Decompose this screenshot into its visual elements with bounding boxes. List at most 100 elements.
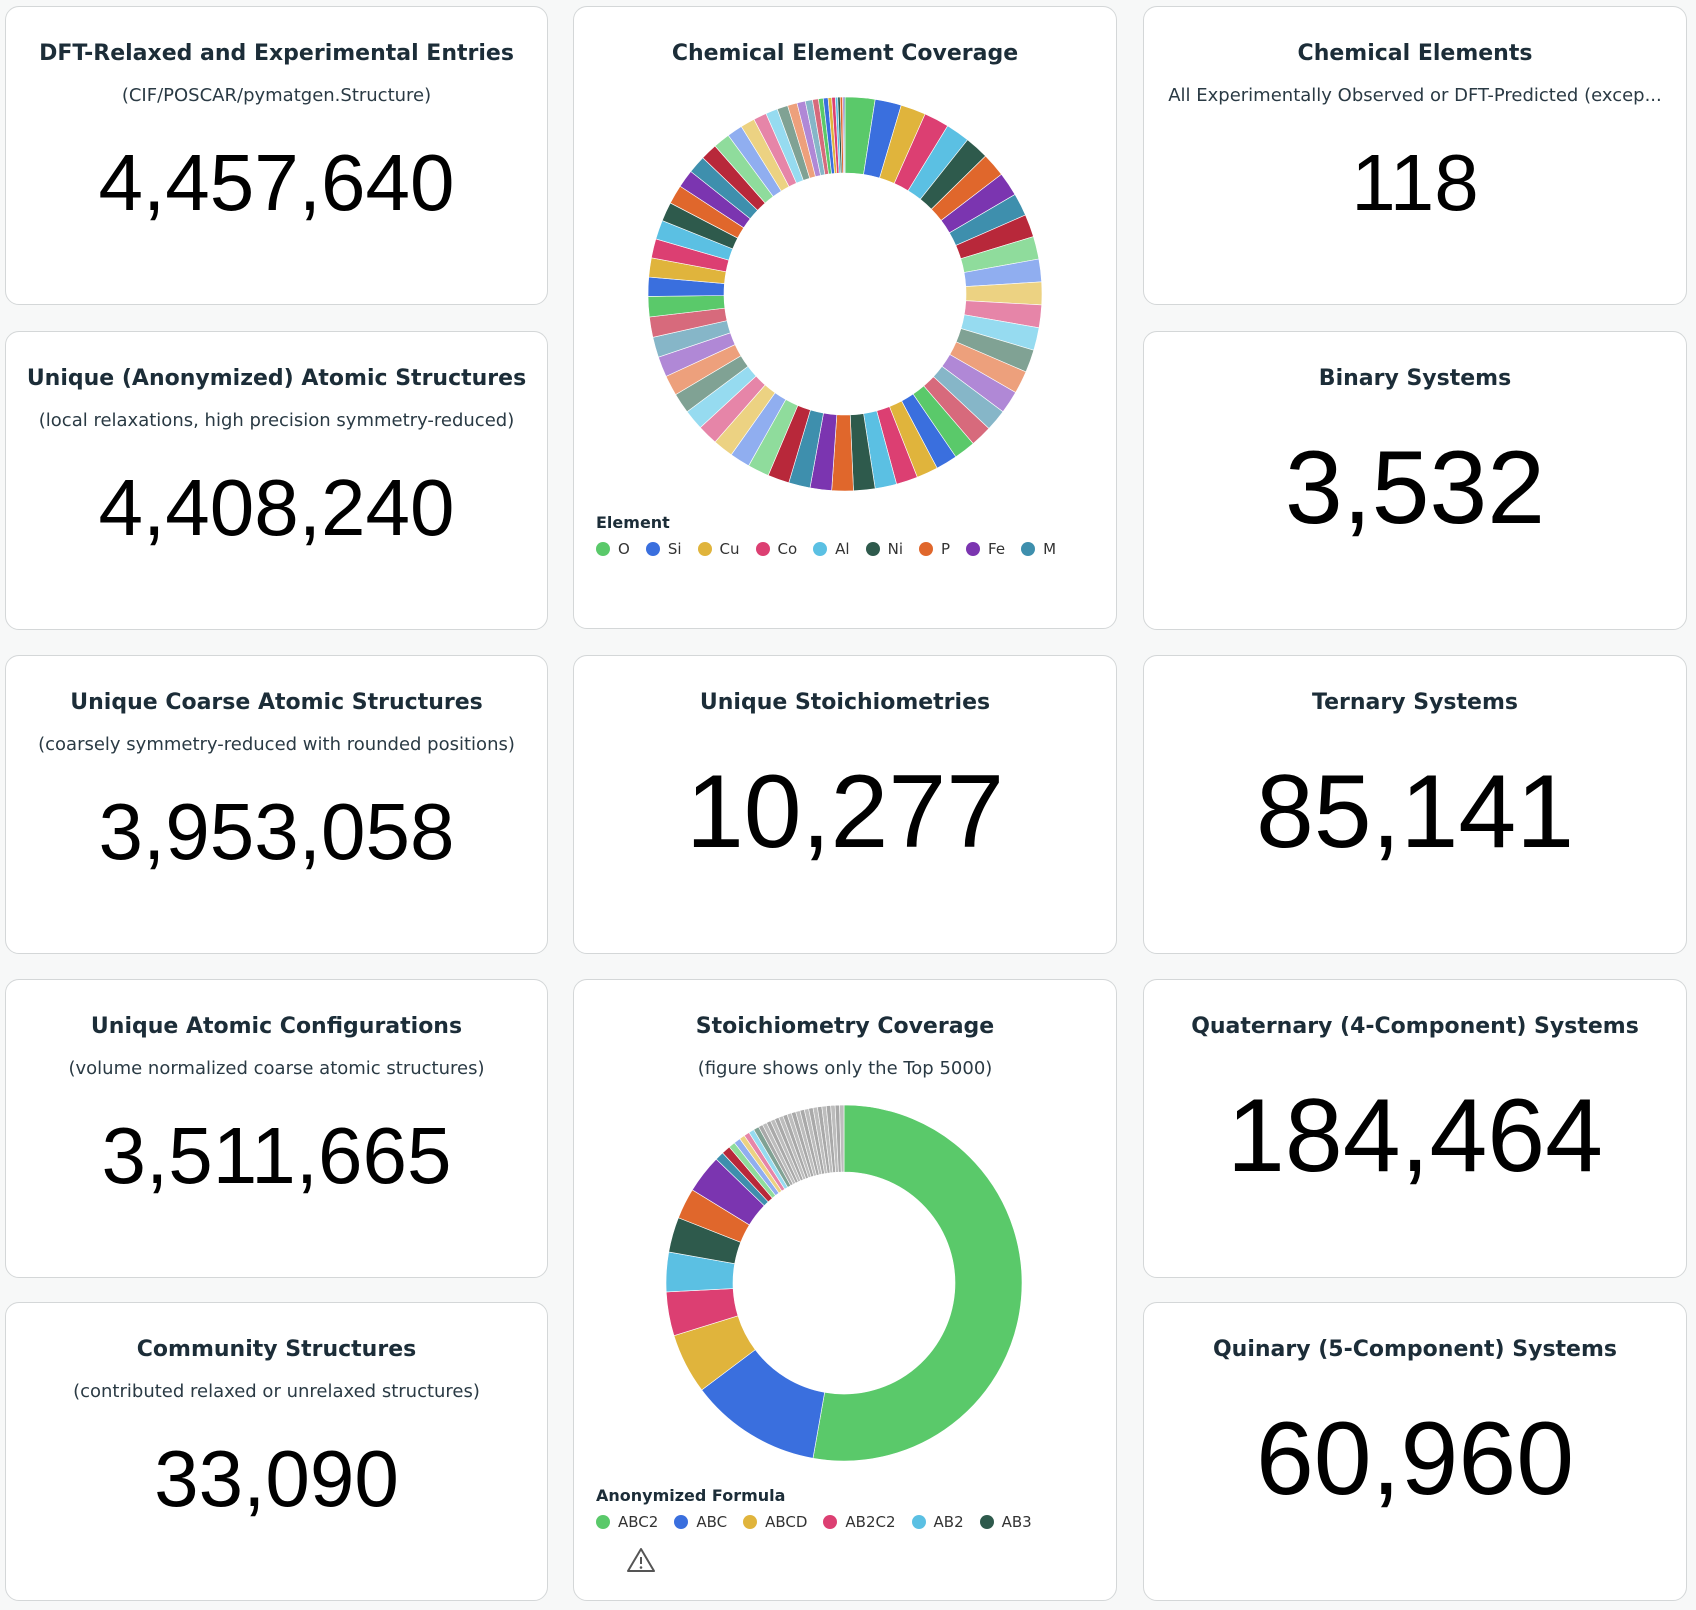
- legend-label: AB2C2: [845, 1513, 896, 1531]
- chart-card: Stoichiometry Coverage (figure shows onl…: [573, 979, 1117, 1601]
- card-title: Unique Coarse Atomic Structures: [70, 690, 483, 715]
- legend-label: M: [1043, 540, 1057, 558]
- card-title: Ternary Systems: [1312, 690, 1518, 715]
- legend-label: ABC: [696, 1513, 728, 1531]
- legend-item[interactable]: AB2: [911, 1513, 964, 1531]
- card-title: Community Structures: [136, 1337, 417, 1362]
- legend-marker: [911, 1515, 926, 1529]
- legend-label: P: [940, 540, 951, 558]
- card-title: Quinary (5-Component) Systems: [1212, 1337, 1617, 1362]
- legend-label: AB3: [1001, 1513, 1032, 1531]
- legend-label: O: [618, 540, 630, 558]
- legend-marker: [596, 542, 610, 556]
- slice[interactable]: [812, 1104, 1023, 1462]
- legend-marker: [596, 1515, 610, 1529]
- legend-marker: [813, 542, 828, 556]
- legend-item[interactable]: O: [596, 540, 630, 558]
- stat-card: Unique Coarse Atomic Structures (coarsely…: [5, 655, 548, 954]
- stat-card: Unique Atomic Configurations (volume norm…: [5, 979, 548, 1278]
- stat-card: Quaternary (4-Component) Systems 184,464: [1143, 979, 1687, 1278]
- legend-marker: [697, 542, 712, 556]
- card-subtitle: (coarsely symmetry-reduced with rounded …: [38, 734, 515, 755]
- legend-item[interactable]: Co: [755, 540, 798, 558]
- warning-icon[interactable]: [626, 1546, 656, 1574]
- legend-item[interactable]: P: [918, 540, 951, 558]
- donut-chart: [647, 96, 1043, 492]
- card-value: 118: [1351, 138, 1479, 227]
- chart-title: Stoichiometry Coverage: [695, 1014, 995, 1039]
- stat-card: DFT-Relaxed and Experimental Entries (CIF…: [5, 6, 548, 305]
- legend-item[interactable]: ABCD: [743, 1513, 807, 1531]
- card-value: 33,090: [154, 1434, 399, 1523]
- chart-subtitle: (figure shows only the Top 5000): [697, 1058, 993, 1079]
- card-subtitle: (volume normalized coarse atomic structu…: [68, 1058, 485, 1079]
- card-title: Binary Systems: [1318, 366, 1512, 391]
- card-title: Unique Stoichiometries: [699, 690, 991, 715]
- legend-marker: [755, 542, 770, 556]
- legend-label: AB2: [933, 1513, 964, 1531]
- legend-marker: [1021, 542, 1036, 556]
- legend-marker: [823, 1515, 838, 1529]
- legend-item[interactable]: Al: [813, 540, 850, 558]
- legend-marker: [645, 542, 660, 556]
- legend: ABC2 ABC ABCD AB2C2 AB2 AB3: [596, 1513, 1102, 1531]
- legend: O Si Cu Co Al Ni P Fe M: [596, 540, 1102, 558]
- card-value: 10,277: [685, 754, 1005, 870]
- legend-item[interactable]: AB3: [979, 1513, 1032, 1531]
- stat-card: Unique Stoichiometries 10,277: [573, 655, 1117, 954]
- chart-card: Chemical Element Coverage Element O Si Cu C…: [573, 6, 1117, 629]
- legend-item[interactable]: Fe: [966, 540, 1005, 558]
- legend-item[interactable]: M: [1021, 540, 1056, 558]
- legend-label: Co: [777, 540, 798, 558]
- card-value: 184,464: [1227, 1078, 1603, 1194]
- card-subtitle: (CIF/POSCAR/pymatgen.Structure): [121, 85, 432, 106]
- slice[interactable]: [839, 1104, 845, 1173]
- card-title: Chemical Elements: [1297, 41, 1533, 66]
- donut-chart: [665, 1104, 1023, 1462]
- card-value: 3,511,665: [101, 1111, 452, 1200]
- legend-marker: [979, 1515, 994, 1529]
- legend-item[interactable]: ABC2: [596, 1513, 658, 1531]
- card-title: DFT-Relaxed and Experimental Entries: [39, 41, 514, 66]
- chart-title: Chemical Element Coverage: [671, 41, 1019, 66]
- card-subtitle: All Experimentally Observed or DFT-Predi…: [1168, 85, 1662, 106]
- legend-label: ABC2: [618, 1513, 659, 1531]
- legend-marker: [966, 542, 981, 556]
- legend-label: Cu: [719, 540, 740, 558]
- card-value: 4,457,640: [98, 138, 455, 227]
- legend-item[interactable]: Cu: [697, 540, 740, 558]
- stat-card: Quinary (5-Component) Systems 60,960: [1143, 1302, 1687, 1601]
- stat-card: Community Structures (contributed relaxed…: [5, 1302, 548, 1601]
- legend-label: Fe: [988, 540, 1006, 558]
- card-value: 85,141: [1255, 754, 1575, 870]
- legend-marker: [865, 542, 880, 556]
- card-title: Unique Atomic Configurations: [90, 1014, 463, 1039]
- legend-item[interactable]: ABC: [674, 1513, 727, 1531]
- legend-item[interactable]: Ni: [865, 540, 903, 558]
- legend-item[interactable]: AB2C2: [823, 1513, 896, 1531]
- legend-marker: [674, 1515, 689, 1529]
- card-title: Quaternary (4-Component) Systems: [1191, 1014, 1639, 1039]
- legend-label: Al: [835, 540, 850, 558]
- legend-item[interactable]: Si: [645, 540, 682, 558]
- card-value: 60,960: [1255, 1401, 1575, 1517]
- stat-card: Chemical Elements All Experimentally Obse…: [1143, 6, 1687, 305]
- card-subtitle: (contributed relaxed or unrelaxed struct…: [73, 1381, 480, 1402]
- legend-marker: [918, 542, 933, 556]
- legend-label: ABCD: [765, 1513, 808, 1531]
- card-value: 3,532: [1284, 430, 1546, 546]
- card-value: 4,408,240: [98, 463, 455, 552]
- legend-title: Anonymized Formula: [596, 1486, 786, 1505]
- stat-card: Unique (Anonymized) Atomic Structures (lo…: [5, 331, 548, 630]
- card-subtitle: (local relaxations, high precision symme…: [38, 410, 515, 431]
- legend-title: Element: [596, 513, 670, 532]
- legend-marker: [743, 1515, 758, 1529]
- legend-label: Ni: [887, 540, 903, 558]
- card-title: Unique (Anonymized) Atomic Structures: [26, 366, 527, 391]
- stat-card: Binary Systems 3,532: [1143, 331, 1687, 630]
- legend-label: Si: [667, 540, 682, 558]
- slice[interactable]: [843, 96, 846, 174]
- stat-card: Ternary Systems 85,141: [1143, 655, 1687, 954]
- card-value: 3,953,058: [98, 787, 455, 876]
